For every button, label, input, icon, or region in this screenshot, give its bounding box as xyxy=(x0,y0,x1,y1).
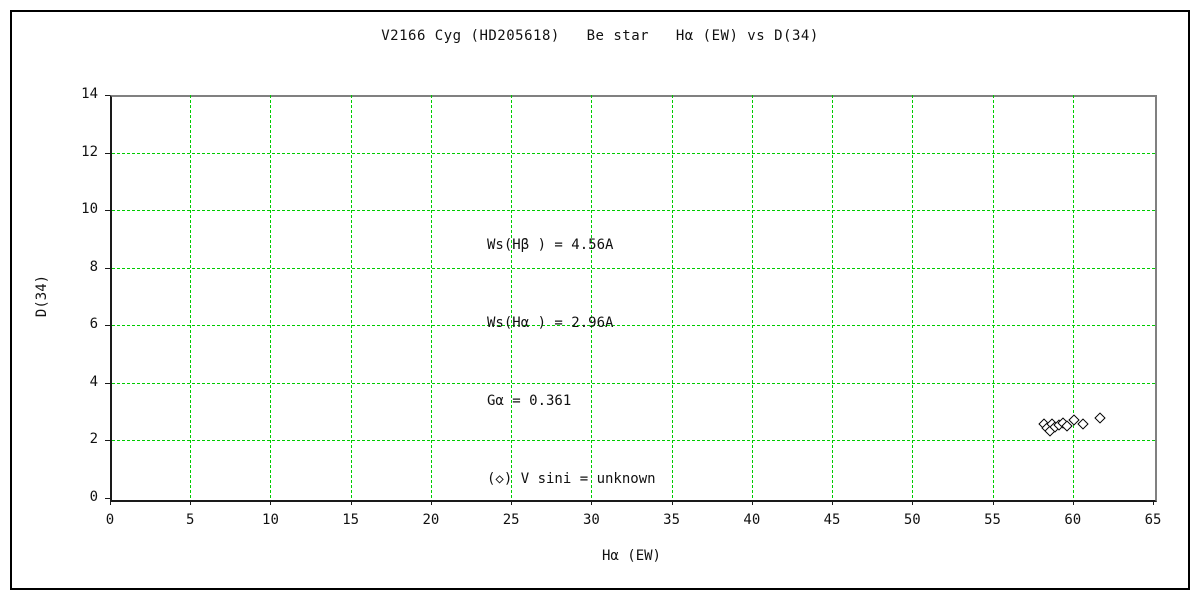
x-tick-label: 35 xyxy=(663,512,681,528)
y-tick-mark xyxy=(105,325,110,327)
horizontal-gridline xyxy=(112,382,1155,384)
annotation-galpha: Gα = 0.361 xyxy=(487,393,572,409)
y-tick-mark xyxy=(105,152,110,154)
x-tick-mark xyxy=(430,500,432,505)
x-tick-label: 40 xyxy=(743,512,761,528)
x-tick-label: 10 xyxy=(262,512,279,528)
vertical-gridline xyxy=(832,95,834,498)
y-tick-mark xyxy=(105,498,110,499)
x-tick-mark xyxy=(832,500,834,505)
vertical-gridline xyxy=(591,95,593,498)
x-tick-label: 65 xyxy=(1144,512,1162,528)
horizontal-gridline xyxy=(112,152,1155,154)
vertical-gridline xyxy=(350,95,352,498)
annotation-legend-vsini: (◇) V sini = unknown xyxy=(487,471,656,487)
chart-title: V2166 Cyg (HD205618) Be star Hα (EW) vs … xyxy=(381,28,819,44)
x-tick-label: 0 xyxy=(105,512,115,528)
y-axis-title: D(34) xyxy=(34,274,50,318)
y-tick-label: 6 xyxy=(89,316,98,333)
y-tick-label: 12 xyxy=(81,143,98,160)
y-tick-mark xyxy=(105,267,110,269)
y-tick-label: 4 xyxy=(89,373,98,390)
x-tick-label: 60 xyxy=(1064,512,1082,528)
x-tick-mark xyxy=(591,500,593,505)
horizontal-gridline xyxy=(112,325,1155,327)
y-tick-mark xyxy=(105,95,110,96)
y-tick-label: 2 xyxy=(89,431,98,448)
y-tick-mark xyxy=(105,440,110,442)
x-tick-mark xyxy=(912,500,914,505)
y-tick-mark xyxy=(105,210,110,212)
annotation-block: Ws(Hβ ) = 4.56A Ws(Hα ) = 2.96A Gα = 0.3… xyxy=(487,180,656,544)
vertical-gridline xyxy=(270,95,272,498)
x-tick-label: 45 xyxy=(823,512,841,528)
x-tick-label: 55 xyxy=(984,512,1001,528)
plot-area xyxy=(110,95,1157,502)
y-tick-label: 10 xyxy=(81,201,98,218)
x-tick-mark xyxy=(190,500,192,505)
vertical-gridline xyxy=(190,95,192,498)
x-tick-mark xyxy=(1153,500,1154,505)
vertical-gridline xyxy=(751,95,753,498)
horizontal-gridline xyxy=(112,267,1155,269)
horizontal-gridline xyxy=(112,440,1155,442)
x-tick-mark xyxy=(1072,500,1074,505)
vertical-gridline xyxy=(671,95,673,498)
vertical-gridline xyxy=(511,95,513,498)
x-tick-label: 20 xyxy=(422,512,440,528)
x-tick-mark xyxy=(110,500,111,505)
vertical-gridline xyxy=(1072,95,1074,498)
outer-border xyxy=(10,10,1190,590)
x-tick-mark xyxy=(511,500,513,505)
horizontal-gridline xyxy=(112,210,1155,212)
y-tick-label: 8 xyxy=(89,258,98,275)
x-tick-label: 5 xyxy=(186,512,195,528)
y-tick-label: 0 xyxy=(89,489,98,505)
x-tick-mark xyxy=(270,500,272,505)
vertical-gridline xyxy=(912,95,914,498)
annotation-ws-halpha: Ws(Hα ) = 2.96A xyxy=(487,315,614,331)
x-axis-title: Hα (EW) xyxy=(601,548,661,564)
x-tick-label: 25 xyxy=(502,512,520,528)
x-tick-mark xyxy=(751,500,753,505)
annotation-ws-hbeta: Ws(Hβ ) = 4.56A xyxy=(487,237,614,253)
x-tick-label: 30 xyxy=(582,512,600,528)
y-tick-mark xyxy=(105,382,110,384)
vertical-gridline xyxy=(430,95,432,498)
x-tick-mark xyxy=(671,500,673,505)
x-tick-mark xyxy=(350,500,352,505)
x-tick-mark xyxy=(992,500,994,505)
x-tick-label: 15 xyxy=(342,512,360,528)
vertical-gridline xyxy=(992,95,994,498)
y-tick-label: 14 xyxy=(81,86,98,102)
x-tick-label: 50 xyxy=(903,512,921,528)
